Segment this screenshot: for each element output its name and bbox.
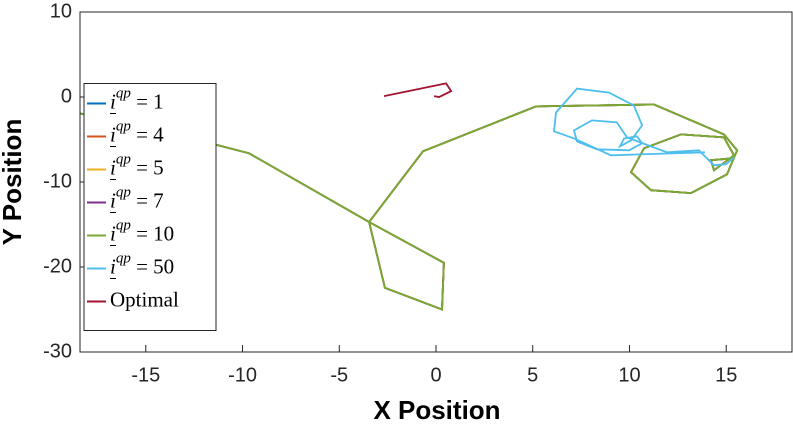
x-tick-label: -15 bbox=[131, 364, 160, 386]
plot-frame bbox=[79, 11, 793, 353]
series-line bbox=[383, 82, 453, 98]
legend-label: iqp = 5 bbox=[110, 152, 164, 179]
x-tick-label: -5 bbox=[330, 364, 348, 386]
legend-label: iqp = 4 bbox=[110, 119, 164, 146]
x-tick-label: 15 bbox=[715, 364, 737, 386]
y-tick-label: -20 bbox=[43, 255, 72, 277]
y-tick-label: 10 bbox=[50, 0, 72, 22]
legend-label: iqp = 7 bbox=[110, 185, 164, 212]
legend-label: iqp = 1 bbox=[110, 86, 164, 113]
y-tick-label: -10 bbox=[43, 170, 72, 192]
y-tick-label: -30 bbox=[43, 340, 72, 362]
series-line bbox=[553, 87, 735, 167]
y-axis-label: Y Position bbox=[0, 119, 27, 246]
x-tick-label: -10 bbox=[228, 364, 257, 386]
x-axis-label: X Position bbox=[373, 395, 500, 425]
series-line bbox=[80, 103, 739, 311]
x-tick-label: 0 bbox=[430, 364, 441, 386]
legend-box bbox=[83, 83, 217, 331]
x-tick-label: 5 bbox=[527, 364, 538, 386]
x-tick-label: 10 bbox=[618, 364, 640, 386]
legend-label: Optimal bbox=[110, 287, 179, 311]
legend-label: iqp = 50 bbox=[110, 251, 174, 278]
legend-label: iqp = 10 bbox=[110, 218, 174, 245]
y-tick-label: 0 bbox=[61, 85, 72, 107]
